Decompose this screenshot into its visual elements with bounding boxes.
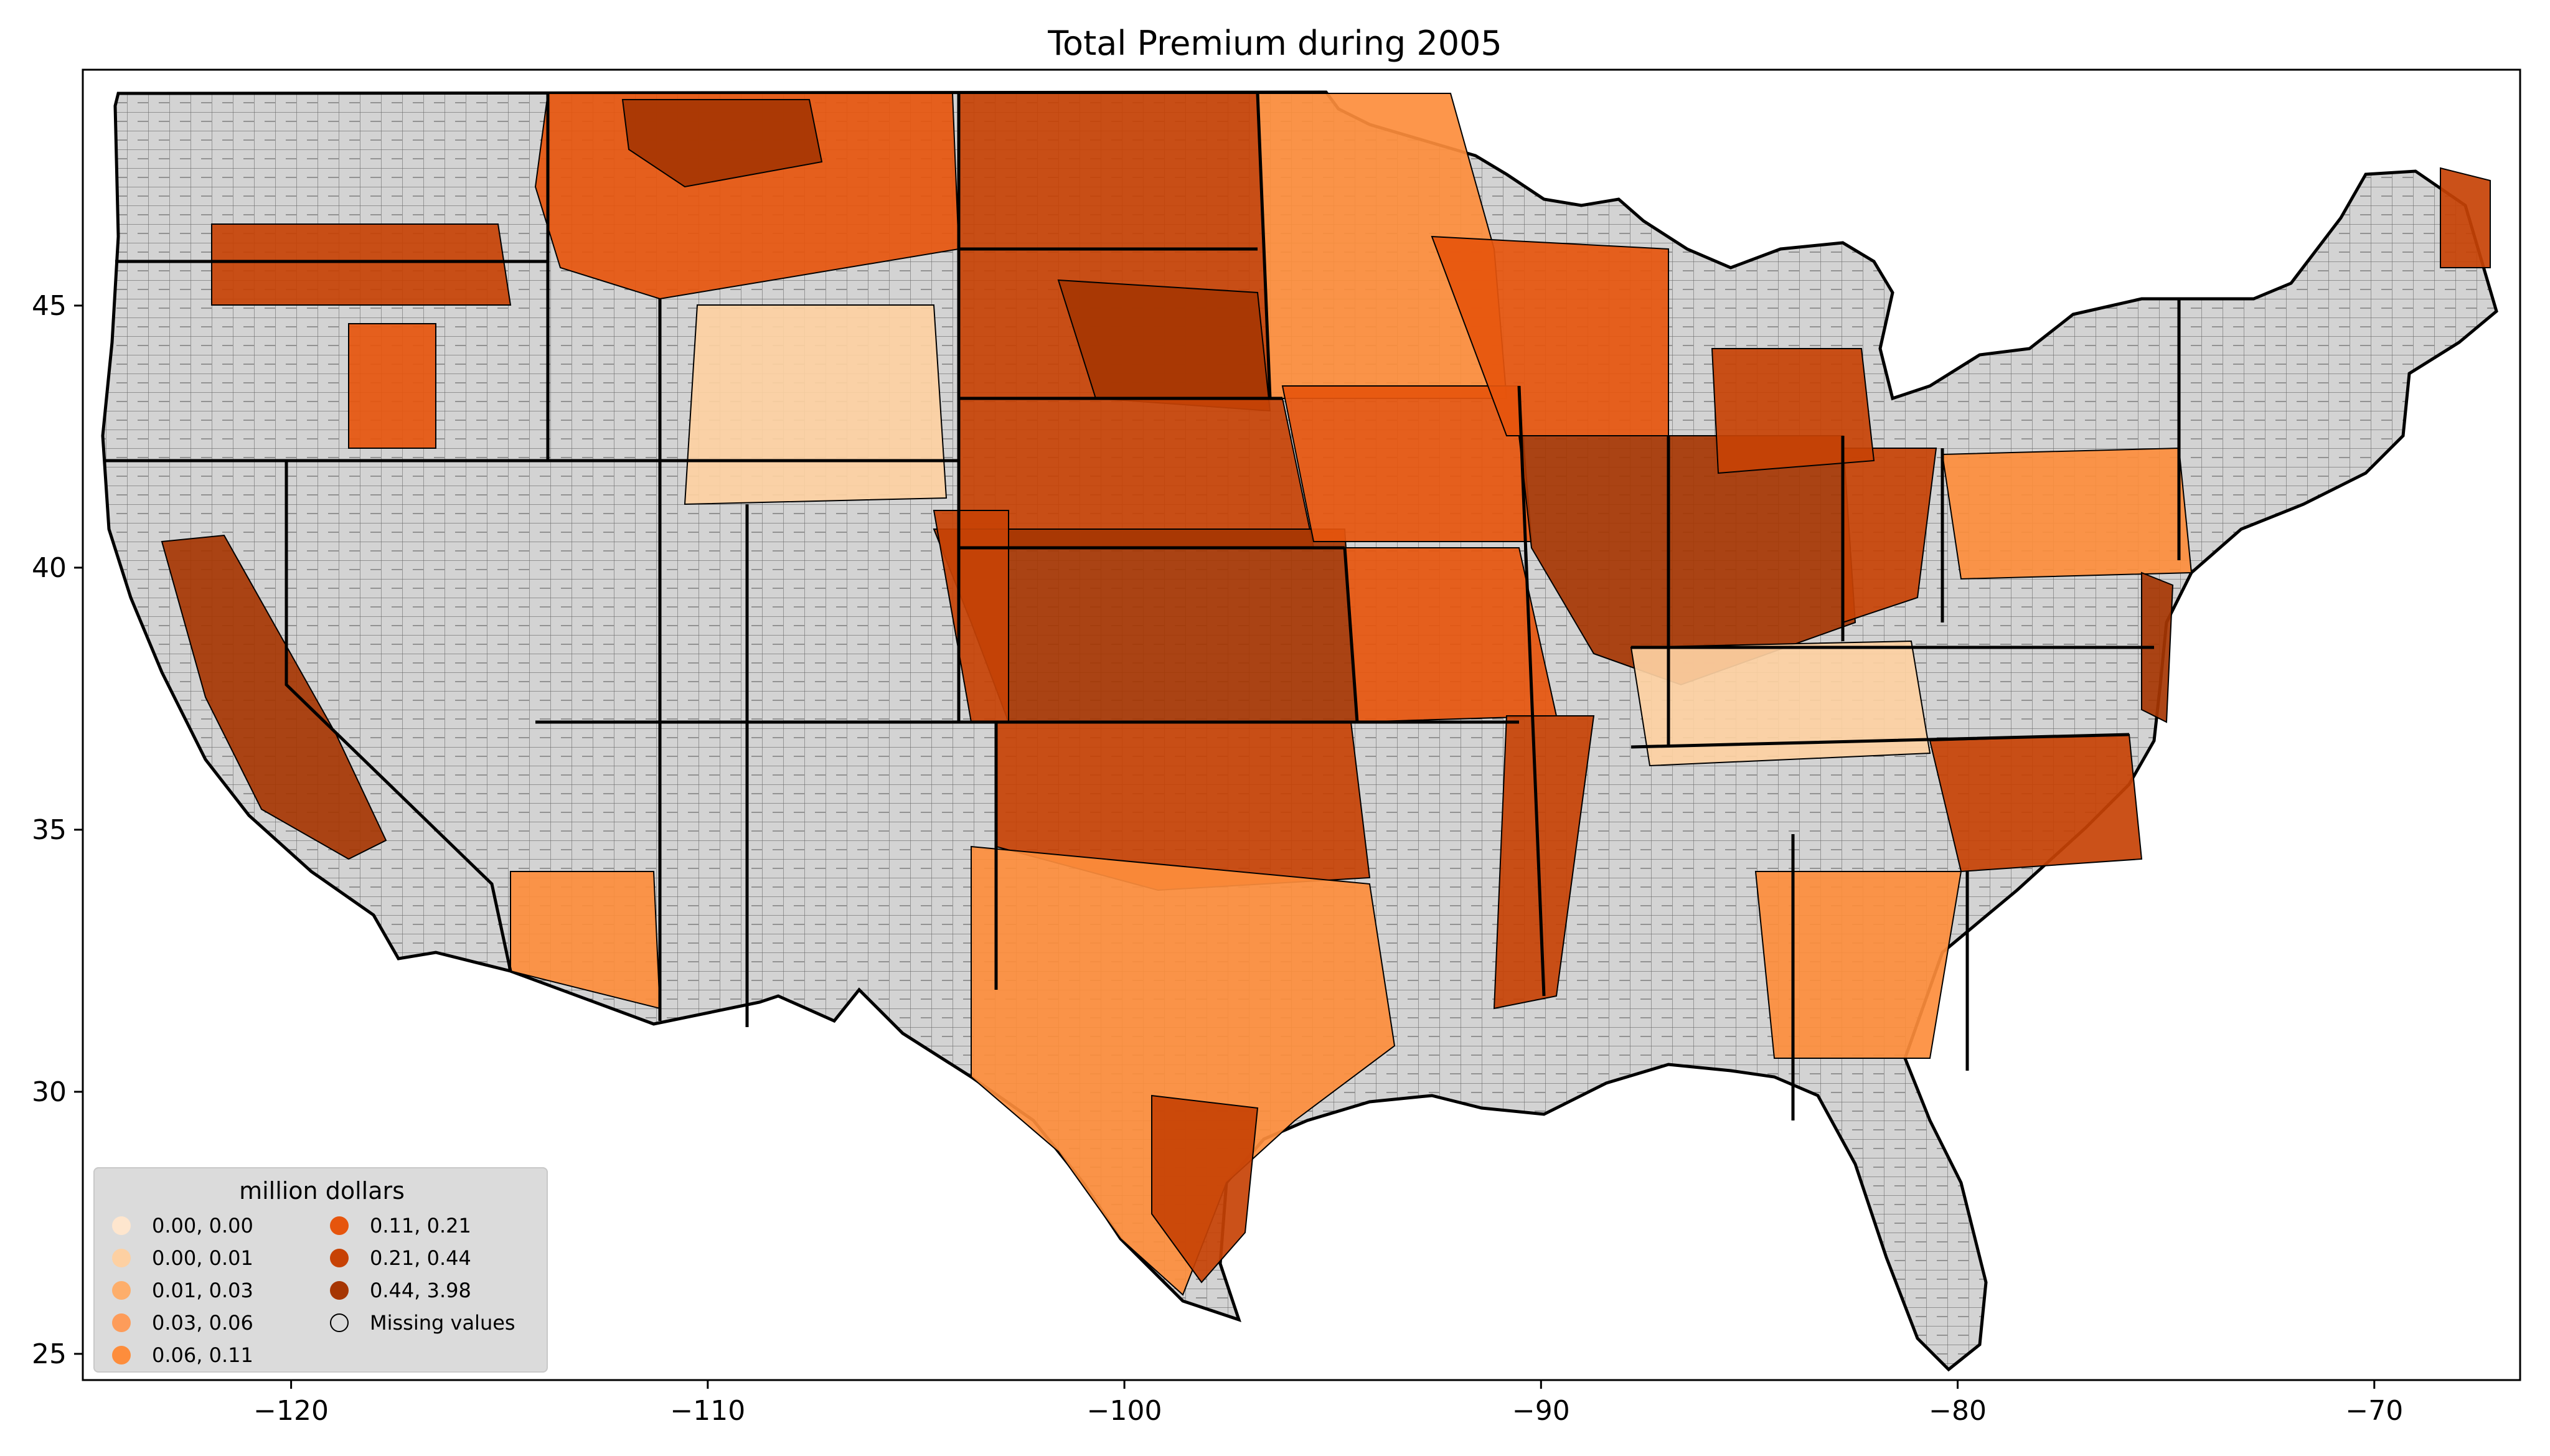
region-california-valley — [161, 534, 387, 860]
legend-item: Missing values — [330, 1309, 515, 1336]
legend-label: 0.00, 0.00 — [152, 1214, 253, 1238]
legend-swatch — [112, 1216, 131, 1235]
x-tick-label: −80 — [1929, 1395, 1987, 1427]
legend-swatch — [330, 1216, 349, 1235]
region-texas-dark — [1151, 1094, 1259, 1284]
region-idaho — [348, 323, 436, 449]
legend-swatch — [330, 1313, 349, 1332]
y-tick-label: 25 — [32, 1338, 67, 1370]
legend-item: 0.44, 3.98 — [330, 1277, 471, 1304]
legend-swatch — [112, 1249, 131, 1267]
legend-swatch — [330, 1249, 349, 1267]
legend: million dollars 0.00, 0.00 0.00, 0.01 0.01… — [93, 1167, 548, 1373]
y-tick-label: 35 — [32, 814, 67, 846]
legend-item: 0.03, 0.06 — [112, 1309, 253, 1336]
legend-title: million dollars — [239, 1177, 405, 1205]
legend-item: 0.21, 0.44 — [330, 1244, 471, 1272]
legend-swatch — [330, 1281, 349, 1300]
y-axis: 25 30 35 40 45 — [32, 290, 83, 1370]
region-delta — [1493, 715, 1595, 1010]
legend-label: 0.11, 0.21 — [370, 1214, 471, 1238]
y-tick-label: 45 — [32, 290, 67, 322]
legend-label: 0.06, 0.11 — [152, 1343, 253, 1367]
region-washington-palouse — [211, 223, 512, 306]
x-tick-label: −120 — [253, 1395, 329, 1427]
legend-item: 0.11, 0.21 — [330, 1212, 471, 1239]
legend-label: 0.44, 3.98 — [370, 1279, 471, 1302]
x-tick-label: −100 — [1087, 1395, 1162, 1427]
x-tick-label: −70 — [2345, 1395, 2403, 1427]
legend-item: 0.00, 0.00 — [112, 1212, 253, 1239]
region-nebraska — [958, 398, 1315, 548]
region-wyoming-light — [684, 304, 948, 505]
region-north-carolina — [1929, 733, 2143, 873]
legend-item: 0.00, 0.01 — [112, 1244, 253, 1272]
x-tick-label: −110 — [670, 1395, 745, 1427]
region-georgia-carolina — [1754, 871, 1962, 1059]
region-missouri — [1343, 547, 1558, 723]
legend-swatch — [112, 1346, 131, 1364]
region-iowa — [1281, 385, 1533, 542]
legend-item: 0.06, 0.11 — [112, 1341, 253, 1369]
legend-label: 0.01, 0.03 — [152, 1279, 253, 1302]
x-tick-label: −90 — [1512, 1395, 1570, 1427]
state-boundaries — [106, 93, 2181, 1120]
legend-item: 0.01, 0.03 — [112, 1277, 253, 1304]
legend-label: 0.03, 0.06 — [152, 1311, 253, 1335]
region-pennsylvania — [1941, 447, 2193, 580]
region-kentucky-tn — [1630, 640, 1931, 767]
legend-label: Missing values — [370, 1311, 515, 1335]
legend-label: 0.21, 0.44 — [370, 1246, 471, 1270]
legend-label: 0.00, 0.01 — [152, 1246, 253, 1270]
y-tick-label: 40 — [32, 552, 67, 584]
legend-swatch — [112, 1281, 131, 1300]
choropleth-regions — [161, 93, 2491, 1296]
y-tick-label: 30 — [32, 1076, 67, 1108]
x-axis: −120 −110 −100 −90 −80 −70 — [253, 1380, 2403, 1427]
legend-swatch — [112, 1313, 131, 1332]
map-title: Total Premium during 2005 — [1048, 24, 1502, 63]
region-maine — [2440, 167, 2491, 268]
region-michigan — [1711, 348, 1875, 474]
region-maryland-delaware — [2141, 571, 2174, 723]
region-montana-dark — [621, 99, 823, 188]
